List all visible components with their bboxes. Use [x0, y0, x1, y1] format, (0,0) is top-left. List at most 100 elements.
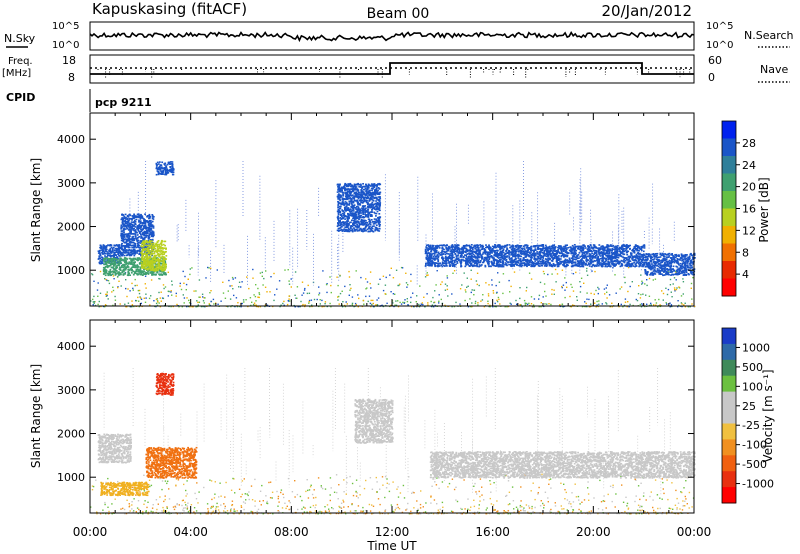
data-point — [587, 262, 590, 264]
data-point — [140, 237, 142, 239]
data-point — [105, 245, 108, 247]
data-point — [133, 229, 136, 232]
data-point — [114, 264, 117, 266]
data-point — [145, 234, 147, 237]
data-point — [375, 196, 378, 199]
data-point — [122, 266, 125, 268]
data-point — [151, 245, 154, 248]
data-point — [166, 169, 168, 171]
noise-dot — [307, 284, 309, 287]
data-point — [350, 229, 352, 232]
data-point — [517, 247, 520, 249]
data-point — [121, 233, 123, 235]
noise-dot — [372, 299, 374, 302]
data-point — [127, 266, 130, 268]
noise-dot — [253, 302, 256, 304]
noise-dot — [159, 297, 161, 299]
data-point — [465, 247, 467, 250]
noise-dot — [624, 301, 627, 303]
data-point — [108, 270, 110, 273]
noise-dot — [90, 300, 92, 302]
data-point — [152, 267, 154, 269]
data-point — [133, 248, 135, 250]
data-point — [157, 265, 160, 268]
data-point — [126, 223, 128, 225]
data-point — [352, 222, 354, 225]
data-point — [378, 223, 380, 225]
data-point — [147, 270, 149, 273]
data-point — [372, 204, 375, 206]
data-point — [540, 254, 543, 257]
noise-dot — [355, 304, 357, 306]
data-point — [347, 227, 350, 230]
data-point — [340, 215, 343, 217]
data-point — [361, 194, 364, 196]
data-point — [122, 229, 125, 232]
noise-dot — [641, 303, 643, 305]
data-point — [157, 269, 159, 271]
noise-dot — [290, 286, 292, 288]
data-point — [343, 214, 346, 217]
data-point — [453, 248, 456, 251]
data-point — [369, 223, 372, 226]
data-point — [375, 204, 378, 206]
data-point — [558, 255, 560, 257]
freq-panel — [89, 54, 695, 84]
noise-dot — [112, 289, 115, 292]
data-point — [109, 244, 112, 247]
data-point — [349, 214, 351, 217]
noise-dot — [485, 282, 487, 284]
data-point — [128, 232, 130, 235]
data-point — [358, 183, 361, 186]
data-point — [138, 223, 141, 226]
data-point — [342, 221, 344, 223]
noise-dot — [483, 306, 486, 308]
data-point — [155, 264, 158, 267]
data-point — [373, 184, 376, 187]
noise-dot — [369, 302, 372, 305]
data-point — [160, 274, 162, 276]
data-point — [102, 253, 104, 255]
noise-dot — [207, 266, 209, 269]
noise-dot — [265, 270, 267, 272]
data-point — [125, 249, 128, 251]
data-point — [348, 202, 351, 204]
data-point — [104, 255, 106, 257]
noise-dot — [666, 293, 669, 296]
data-point — [138, 231, 141, 233]
noise-dot — [362, 299, 365, 302]
data-point — [351, 204, 354, 207]
data-point — [140, 213, 142, 216]
data-point — [364, 194, 367, 197]
data-point — [344, 223, 346, 226]
data-point — [133, 213, 135, 216]
noise-dot — [266, 291, 268, 293]
noise-dot — [565, 281, 567, 284]
noise-dot — [669, 278, 672, 281]
noise-dot — [258, 292, 260, 294]
noise-dot — [345, 301, 347, 303]
noise-dot — [135, 300, 138, 302]
data-point — [517, 253, 520, 256]
data-point — [378, 199, 381, 201]
data-point — [152, 233, 155, 235]
data-point — [126, 243, 129, 246]
noise-dot — [627, 290, 629, 293]
data-point — [353, 227, 355, 229]
data-point — [144, 225, 147, 227]
data-point — [172, 168, 175, 171]
data-point — [340, 188, 343, 190]
data-point — [360, 228, 363, 231]
data-point — [161, 262, 163, 265]
data-point — [346, 198, 349, 201]
data-point — [373, 218, 376, 220]
noise-dot — [548, 303, 550, 305]
noise-dot — [540, 306, 542, 308]
data-point — [573, 248, 576, 250]
noise-dot — [525, 302, 528, 305]
data-point — [519, 249, 521, 251]
data-point — [136, 234, 139, 236]
data-point — [106, 256, 108, 258]
data-point — [355, 206, 357, 209]
noise-dot — [376, 299, 378, 301]
